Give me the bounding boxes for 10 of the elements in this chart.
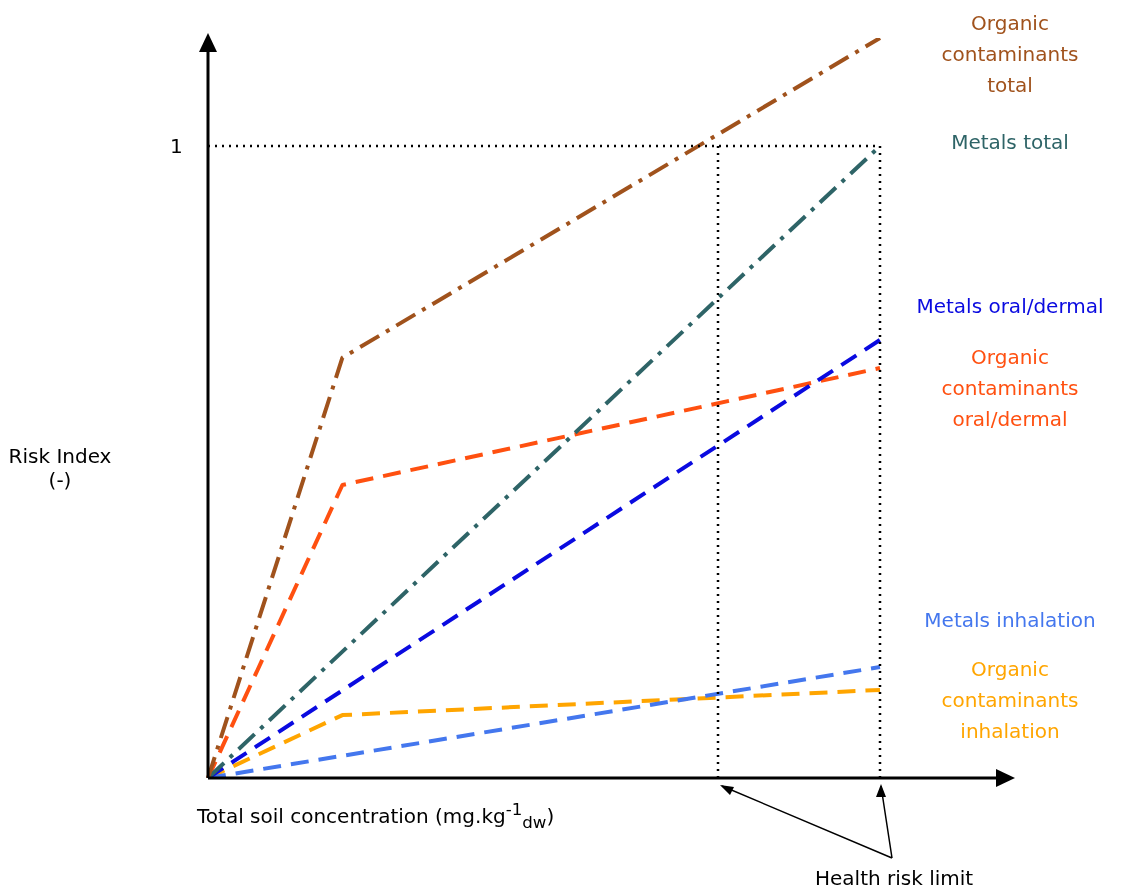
text: Organic contaminants inhalation <box>941 657 1079 744</box>
y-axis-title: Risk Index (-) <box>7 444 113 492</box>
text: Metals total <box>951 130 1069 155</box>
text: Metals inhalation <box>924 608 1096 633</box>
text: 1 <box>170 134 183 158</box>
text: Health risk limit <box>815 866 974 888</box>
x-axis-title: Total soil concentration (mg.kg$^{-1}$$_{dw}$) <box>197 800 555 832</box>
text: Metals oral/dermal <box>916 294 1104 319</box>
text: Organic contaminants oral/dermal <box>941 345 1079 432</box>
text: Organic contaminants total <box>941 11 1079 98</box>
